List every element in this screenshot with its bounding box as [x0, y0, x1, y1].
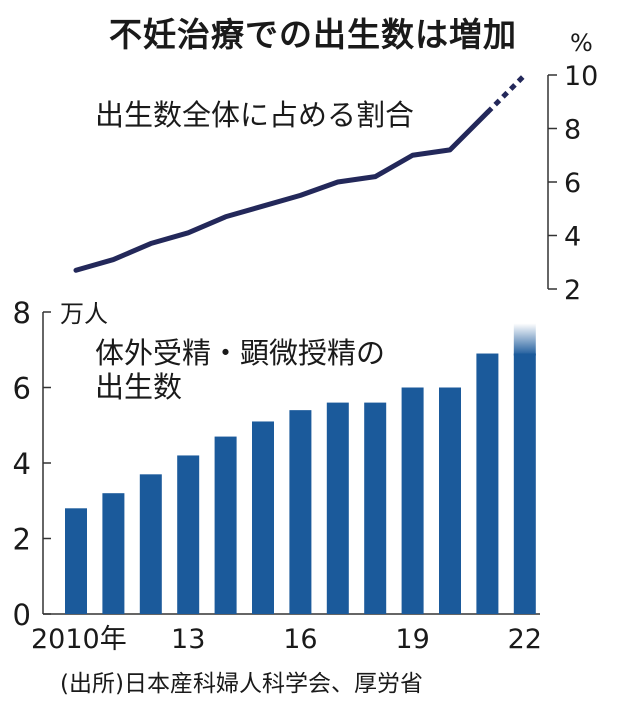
bar-x-tick-label: 2010年 [31, 624, 127, 655]
bar [177, 455, 200, 614]
line-series-dashed [485, 73, 527, 115]
bar-faded-top [513, 323, 536, 356]
line-unit-label: % [570, 29, 593, 57]
bar [476, 353, 499, 614]
source-note: (出所)日本産科婦人科学会、厚労省 [60, 671, 423, 697]
bar-unit-label: 万人 [60, 300, 108, 328]
bar-y-tick-label: 6 [13, 372, 31, 406]
line-y-tick-label: 2 [564, 275, 581, 306]
bar [513, 353, 536, 614]
bar-y-tick-label: 0 [13, 598, 31, 632]
bar-y-tick-label: 4 [13, 447, 31, 481]
bar [252, 421, 274, 614]
bar [65, 508, 87, 614]
bar-y-tick-label: 8 [13, 296, 31, 330]
bar-series-label: 体外受精・顕微授精の [95, 336, 385, 370]
bar [214, 436, 237, 614]
line-chart: 2 4 6 8 10% 出生数全体に占める割合 [73, 29, 598, 306]
line-series-label: 出生数全体に占める割合 [95, 98, 414, 132]
line-y-tick-label: 4 [564, 222, 581, 253]
bar [439, 387, 461, 614]
bar-x-tick-label: 13 [171, 624, 205, 655]
chart-title: 不妊治療での出生数は増加 [109, 15, 517, 54]
bar-x-tick-label: 22 [508, 624, 542, 655]
bar-x-tick-label: 16 [283, 624, 317, 655]
bar [289, 410, 312, 614]
line-y-tick-label: 10 [564, 61, 598, 92]
bar-x-tick-label: 19 [395, 624, 429, 655]
bar [139, 474, 162, 614]
line-series-solid [73, 109, 490, 273]
bar [364, 402, 387, 614]
bar-series-label: 出生数 [95, 370, 182, 404]
bar [401, 387, 424, 614]
line-y-tick-label: 6 [564, 168, 581, 199]
bar-y-tick-label: 2 [13, 523, 31, 557]
line-y-tick-label: 8 [564, 115, 581, 146]
bar [102, 493, 125, 614]
bar [326, 402, 349, 614]
